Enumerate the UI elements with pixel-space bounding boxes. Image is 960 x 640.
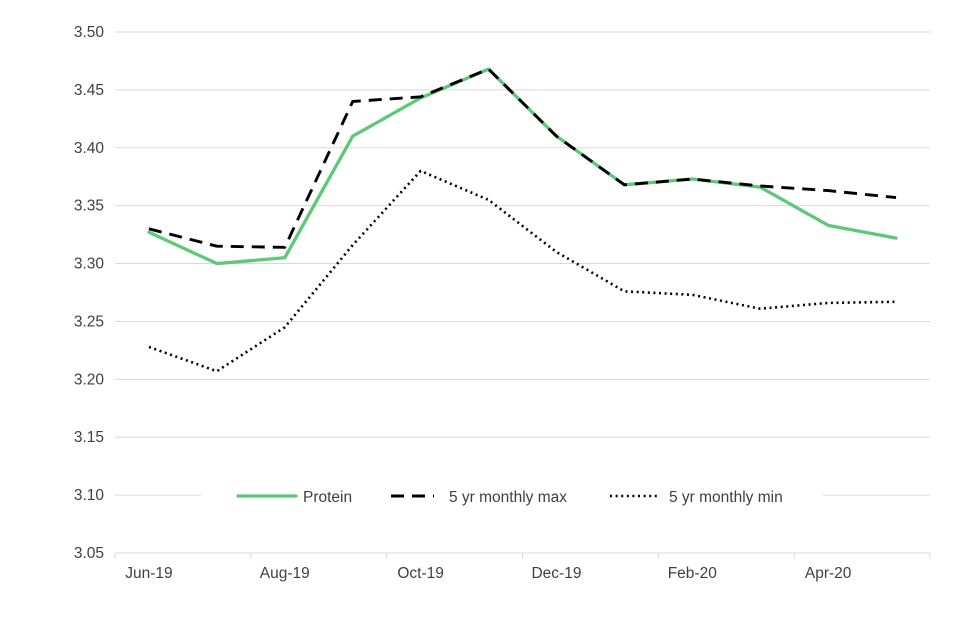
y-axis-tick-label: 3.45 xyxy=(74,82,104,99)
x-axis-tick-label: Oct-19 xyxy=(397,565,444,582)
x-axis-tick-label: Apr-20 xyxy=(805,565,852,582)
x-axis-tick-label: Feb-20 xyxy=(668,565,717,582)
y-axis-tick-label: 3.10 xyxy=(74,487,105,504)
y-axis-tick-label: 3.05 xyxy=(74,545,104,562)
x-axis-tick-label: Dec-19 xyxy=(531,565,581,582)
legend-item-protein: Protein xyxy=(236,489,352,506)
x-axis-tick-label: Aug-19 xyxy=(260,565,310,582)
legend-label: 5 yr monthly max xyxy=(449,489,567,506)
legend-background xyxy=(201,479,823,513)
y-axis-tick-label: 3.15 xyxy=(74,429,104,446)
legend-label: Protein xyxy=(303,489,352,506)
legend-item-5-yr-monthly-max: 5 yr monthly max xyxy=(391,489,567,506)
series-line-protein xyxy=(147,67,898,266)
y-axis-tick-label: 3.50 xyxy=(74,24,105,41)
y-axis-tick-label: 3.30 xyxy=(74,256,105,273)
y-axis-tick-label: 3.40 xyxy=(74,140,105,157)
series-line-5-yr-monthly-max xyxy=(148,67,897,249)
legend-item-5-yr-monthly-min: 5 yr monthly min xyxy=(610,489,783,506)
series-line-5-yr-monthly-min xyxy=(148,169,897,373)
y-axis-tick-label: 3.35 xyxy=(74,198,104,215)
y-axis-tick-label: 3.25 xyxy=(74,313,104,330)
legend: Protein 5 yr monthly max 5 yr monthly min xyxy=(201,479,823,513)
legend-label: 5 yr monthly min xyxy=(669,489,783,506)
y-axis-tick-label: 3.20 xyxy=(74,371,105,388)
x-axis-tick-label: Jun-19 xyxy=(125,565,172,582)
